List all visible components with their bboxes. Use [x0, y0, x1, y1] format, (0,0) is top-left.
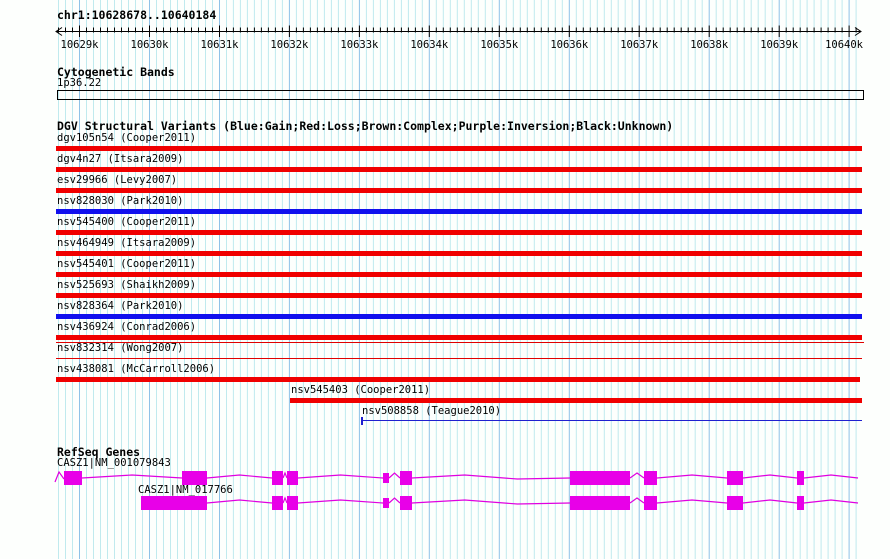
gene-intron-line: [656, 474, 728, 479]
refseq-section-title: RefSeq Genes: [57, 445, 141, 459]
variant-label: dgv105n54 (Cooper2011): [57, 132, 197, 144]
gene-exon[interactable]: [272, 496, 283, 510]
variant-line[interactable]: [56, 358, 862, 359]
gene-exon[interactable]: [287, 496, 298, 510]
gene-exon[interactable]: [644, 496, 657, 510]
variant-label: nsv525693 (Shaikh2009): [57, 279, 197, 291]
gene-intron-line: [411, 499, 571, 505]
gene-exon[interactable]: [797, 471, 804, 485]
cytoband-label: 1p36.22: [57, 77, 102, 89]
gene-intron-line: [742, 499, 798, 504]
gene-exon[interactable]: [287, 471, 298, 485]
variant-label: nsv464949 (Itsara2009): [57, 237, 197, 249]
ruler-right-arrow: [854, 27, 862, 36]
gene-exon[interactable]: [272, 471, 283, 485]
variant-line[interactable]: [361, 420, 862, 421]
cytobands-section-title: Cytogenetic Bands: [57, 65, 175, 79]
gene-exon[interactable]: [383, 498, 389, 508]
gene-intron-line: [629, 497, 645, 504]
gene-intron-line: [282, 471, 288, 479]
variant-bar[interactable]: [56, 230, 862, 235]
gene-intron-line: [206, 499, 273, 504]
variant-start-tick: [361, 417, 363, 425]
ruler-left-arrow: [55, 27, 63, 36]
ruler-tick-label: 10637k: [620, 39, 659, 51]
gene-intron-line: [629, 472, 645, 479]
gene-intron-line: [206, 474, 273, 479]
gene-intron-line: [388, 497, 401, 504]
variant-bar[interactable]: [56, 293, 862, 298]
variant-label: nsv828364 (Park2010): [57, 300, 184, 312]
ruler-tick-label: 10633k: [340, 39, 379, 51]
variant-label: nsv545400 (Cooper2011): [57, 216, 197, 228]
variant-bar[interactable]: [56, 146, 862, 151]
ruler-tick-label: 10634k: [410, 39, 449, 51]
gene-exon[interactable]: [141, 496, 207, 510]
gene-exon[interactable]: [383, 473, 389, 483]
gene-exon[interactable]: [64, 471, 82, 485]
ruler-tick-label: 10636k: [550, 39, 589, 51]
gene-exon[interactable]: [182, 471, 207, 485]
ruler-tick-label: 10635k: [480, 39, 519, 51]
variant-bar[interactable]: [56, 335, 862, 340]
variant-bar[interactable]: [56, 167, 862, 172]
variant-label: nsv545401 (Cooper2011): [57, 258, 197, 270]
gene-exon[interactable]: [570, 471, 630, 485]
ruler-tick-label: 10632k: [270, 39, 309, 51]
variant-bar[interactable]: [56, 377, 860, 382]
variant-label: nsv832314 (Wong2007): [57, 342, 184, 354]
ruler[interactable]: 10629k 10630k 10631k 10632k 10633k 10634k 1063…: [0, 0, 890, 60]
variant-label: nsv436924 (Conrad2006): [57, 321, 197, 333]
gene-intron-line: [297, 499, 384, 504]
ruler-tick-label: 10638k: [690, 39, 729, 51]
gene-intron-line: [388, 472, 401, 479]
gene-intron-line: [282, 496, 288, 504]
variant-bar[interactable]: [56, 251, 862, 256]
ruler-tick-label: 10631k: [201, 39, 240, 51]
gene-intron-line: [81, 474, 183, 479]
variant-bar[interactable]: [56, 314, 862, 319]
gene-exon[interactable]: [727, 471, 743, 485]
variant-label: nsv545403 (Cooper2011): [291, 384, 431, 396]
gene-intron-line: [297, 474, 384, 479]
region-coordinates: chr1:10628678..10640184: [57, 8, 217, 22]
ruler-tick-label: 10639k: [760, 39, 799, 51]
cytoband-bar[interactable]: [57, 90, 864, 100]
gene-lead-zigzag: [54, 470, 65, 483]
variant-bar[interactable]: [290, 398, 862, 403]
variant-bar[interactable]: [56, 188, 862, 193]
gene-label: CASZ1|NM_001079843: [57, 457, 171, 469]
ruler-tick-label: 10630k: [131, 39, 170, 51]
gene-intron-line: [742, 474, 798, 479]
gene-intron-line: [411, 474, 571, 480]
dgv-section-title: DGV Structural Variants (Blue:Gain;Red:L…: [57, 119, 674, 133]
gene-intron-line: [656, 499, 728, 504]
variant-label: nsv828030 (Park2010): [57, 195, 184, 207]
gene-exon[interactable]: [400, 496, 412, 510]
variant-underline: [56, 342, 864, 343]
gene-exon[interactable]: [644, 471, 657, 485]
gene-exon[interactable]: [797, 496, 804, 510]
ruler-tick-label: 10640k: [825, 39, 864, 51]
gene-exon[interactable]: [570, 496, 630, 510]
gene-label: CASZ1|NM_017766: [138, 484, 233, 496]
variant-label: nsv438081 (McCarroll2006): [57, 363, 216, 375]
gene-exon[interactable]: [400, 471, 412, 485]
gene-intron-line: [803, 499, 859, 504]
variant-label: esv29966 (Levy2007): [57, 174, 178, 186]
variant-bar[interactable]: [56, 209, 862, 214]
variant-bar[interactable]: [56, 272, 862, 277]
variant-label: dgv4n27 (Itsara2009): [57, 153, 184, 165]
ruler-tick-label: 10629k: [61, 39, 100, 51]
gene-intron-line: [803, 474, 859, 479]
gene-exon[interactable]: [727, 496, 743, 510]
variant-label: nsv508858 (Teague2010): [362, 405, 502, 417]
